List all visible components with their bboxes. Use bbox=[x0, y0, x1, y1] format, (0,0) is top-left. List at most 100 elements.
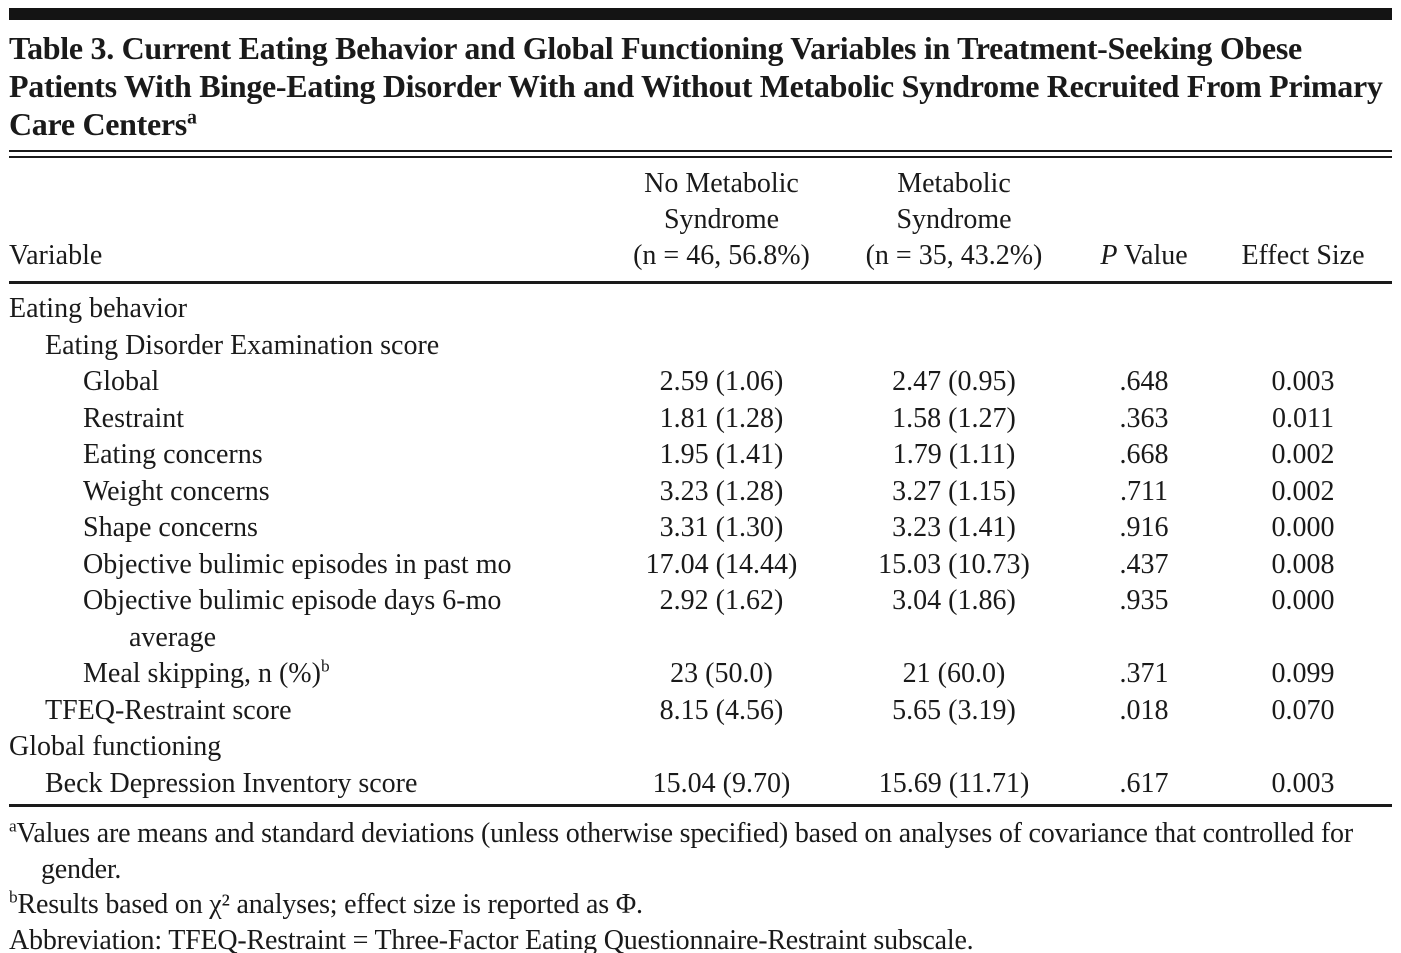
row-label: Meal skipping, n (%)b bbox=[83, 656, 330, 689]
value-metabolic-syndrome bbox=[834, 283, 1074, 328]
column-header-p-value: P Value bbox=[1074, 158, 1214, 284]
table-body: Eating behavior Eating Disorder Examinati… bbox=[9, 283, 1392, 803]
p-value-italic-p: P bbox=[1100, 240, 1118, 271]
value-no-metabolic-syndrome bbox=[609, 729, 834, 766]
value-metabolic-syndrome: 3.27 (1.15) bbox=[892, 475, 1016, 507]
value-p: .371 bbox=[1119, 658, 1169, 689]
table-title: Table 3. Current Eating Behavior and Glo… bbox=[9, 29, 1392, 143]
value-effect-size bbox=[1214, 283, 1392, 328]
column-header-variable: Variable bbox=[9, 158, 609, 284]
value-no-metabolic-syndrome bbox=[609, 328, 834, 365]
title-double-rule bbox=[9, 150, 1392, 158]
footnote-marker: b bbox=[9, 887, 18, 907]
column-header-no-metabolic-syndrome: No Metabolic Syndrome (n = 46, 56.8%) bbox=[609, 158, 834, 284]
header-line: No Metabolic bbox=[644, 168, 799, 199]
table-row: Objective bulimic episodes in past mo 17.… bbox=[9, 547, 1392, 584]
value-no-metabolic-syndrome: 15.04 (9.70) bbox=[652, 767, 791, 799]
table-header: Variable No Metabolic Syndrome (n = 46, … bbox=[9, 158, 1392, 284]
value-metabolic-syndrome: 1.58 (1.27) bbox=[892, 402, 1016, 434]
header-line: (n = 46, 56.8%) bbox=[633, 240, 810, 271]
header-line: Syndrome bbox=[896, 204, 1012, 235]
value-effect-size bbox=[1214, 328, 1392, 365]
row-label: Beck Depression Inventory score bbox=[45, 767, 418, 799]
row-label: Global functioning bbox=[9, 731, 222, 762]
table-row: Global 2.59 (1.06) 2.47 (0.95) .648 0.003 bbox=[9, 364, 1392, 401]
value-effect-size: 0.002 bbox=[1271, 475, 1335, 507]
row-label: Eating behavior bbox=[9, 293, 188, 324]
value-p: .711 bbox=[1120, 475, 1168, 507]
row-label: Restraint bbox=[83, 402, 185, 434]
value-metabolic-syndrome bbox=[834, 328, 1074, 365]
table-row: Eating behavior bbox=[9, 283, 1392, 328]
value-metabolic-syndrome: 3.04 (1.86) bbox=[892, 585, 1016, 616]
table-row: Eating concerns 1.95 (1.41) 1.79 (1.11) .66… bbox=[9, 437, 1392, 474]
value-p: .668 bbox=[1119, 439, 1169, 470]
value-p: .935 bbox=[1119, 585, 1169, 616]
footnotes: aValues are means and standard deviation… bbox=[9, 807, 1392, 953]
table-row: Meal skipping, n (%)b 23 (50.0) 21 (60.0).… bbox=[9, 656, 1392, 693]
table-title-text: Table 3. Current Eating Behavior and Glo… bbox=[9, 30, 1383, 142]
title-footnote-marker: a bbox=[186, 106, 197, 129]
p-value-rest: Value bbox=[1123, 240, 1188, 271]
value-p: .648 bbox=[1119, 366, 1169, 397]
row-label: Eating Disorder Examination score bbox=[45, 329, 440, 361]
footnote-marker: a bbox=[9, 816, 17, 836]
value-no-metabolic-syndrome: 2.59 (1.06) bbox=[659, 366, 784, 397]
table-row: Shape concerns 3.31 (1.30) 3.23 (1.41) .916… bbox=[9, 510, 1392, 547]
value-effect-size: 0.003 bbox=[1271, 366, 1335, 397]
value-p bbox=[1074, 729, 1214, 766]
value-metabolic-syndrome: 2.47 (0.95) bbox=[892, 366, 1016, 397]
value-metabolic-syndrome: 5.65 (3.19) bbox=[892, 694, 1016, 726]
row-label: Weight concerns bbox=[83, 475, 270, 507]
header-row: Variable No Metabolic Syndrome (n = 46, … bbox=[9, 158, 1392, 284]
row-label: Shape concerns bbox=[83, 512, 258, 543]
table-bottom-rule bbox=[9, 804, 1392, 807]
column-header-metabolic-syndrome: Metabolic Syndrome (n = 35, 43.2%) bbox=[834, 158, 1074, 284]
footnote: Abbreviation: TFEQ-Restraint = Three-Fac… bbox=[9, 924, 974, 953]
value-metabolic-syndrome: 3.23 (1.41) bbox=[892, 512, 1016, 543]
value-p bbox=[1074, 283, 1214, 328]
table-row: TFEQ-Restraint score 8.15 (4.56) 5.65 (3.1… bbox=[9, 693, 1392, 730]
value-no-metabolic-syndrome: 23 (50.0) bbox=[670, 658, 773, 689]
top-rule-bar bbox=[9, 8, 1392, 20]
footnote: aValues are means and standard deviation… bbox=[9, 816, 1353, 885]
row-label-continuation: average bbox=[129, 621, 217, 653]
value-effect-size: 0.000 bbox=[1271, 512, 1335, 543]
table-row: Global functioning bbox=[9, 729, 1392, 766]
value-metabolic-syndrome: 15.03 (10.73) bbox=[878, 548, 1030, 580]
row-label: TFEQ-Restraint score bbox=[45, 694, 292, 726]
value-effect-size: 0.099 bbox=[1271, 658, 1335, 689]
value-effect-size: 0.008 bbox=[1271, 548, 1335, 580]
value-metabolic-syndrome: 15.69 (11.71) bbox=[878, 767, 1030, 799]
row-label: Eating concerns bbox=[83, 439, 263, 470]
value-effect-size bbox=[1214, 729, 1392, 766]
table-row: Objective bulimic episode days 6-mo avera… bbox=[9, 583, 1392, 656]
value-effect-size: 0.003 bbox=[1271, 767, 1335, 799]
row-label: Global bbox=[83, 366, 160, 397]
header-line: Syndrome bbox=[663, 204, 780, 235]
row-label: Objective bulimic episode days 6-mo avera… bbox=[9, 583, 609, 656]
value-p: .617 bbox=[1119, 767, 1169, 799]
data-table: Variable No Metabolic Syndrome (n = 46, … bbox=[9, 158, 1392, 802]
value-p: .018 bbox=[1119, 694, 1169, 726]
table-row: Restraint 1.81 (1.28) 1.58 (1.27) .363 0.011 bbox=[9, 401, 1392, 438]
value-metabolic-syndrome: 21 (60.0) bbox=[902, 658, 1006, 689]
value-no-metabolic-syndrome: 1.95 (1.41) bbox=[659, 439, 784, 470]
column-header-effect-size: Effect Size bbox=[1214, 158, 1392, 284]
value-no-metabolic-syndrome: 3.31 (1.30) bbox=[659, 512, 784, 543]
header-line: (n = 35, 43.2%) bbox=[865, 240, 1043, 271]
value-metabolic-syndrome bbox=[834, 729, 1074, 766]
value-no-metabolic-syndrome: 2.92 (1.62) bbox=[659, 585, 784, 616]
value-effect-size: 0.070 bbox=[1271, 694, 1335, 726]
table-row: Eating Disorder Examination score bbox=[9, 328, 1392, 365]
row-label: Objective bulimic episodes in past mo bbox=[83, 548, 512, 580]
value-p bbox=[1074, 328, 1214, 365]
value-effect-size: 0.002 bbox=[1271, 439, 1335, 470]
value-p: .916 bbox=[1119, 512, 1169, 543]
value-no-metabolic-syndrome: 17.04 (14.44) bbox=[645, 548, 798, 580]
value-metabolic-syndrome: 1.79 (1.11) bbox=[892, 439, 1016, 470]
value-p: .437 bbox=[1119, 548, 1169, 580]
table-row: Weight concerns 3.23 (1.28) 3.27 (1.15) .71… bbox=[9, 474, 1392, 511]
footnote: bResults based on χ² analyses; effect si… bbox=[9, 887, 643, 920]
